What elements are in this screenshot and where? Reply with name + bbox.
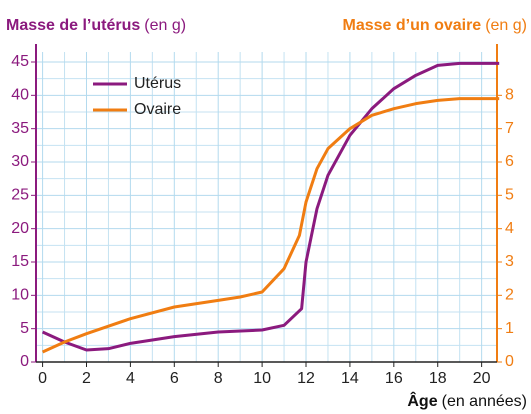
x-tick-label: 0 [38, 370, 47, 387]
x-tick-label: 4 [126, 370, 135, 387]
y-label-unit: (en g) [144, 17, 186, 34]
y-tick-label: 30 [11, 153, 29, 170]
series-line [41, 97, 500, 354]
y2-tick-label: 7 [505, 120, 514, 137]
y2-axis-label: Masse d’un ovaire (en g) [342, 17, 527, 34]
y2-tick-label: 0 [505, 353, 514, 370]
x-tick-label: 2 [82, 370, 91, 387]
x-label-main: Âge [407, 391, 437, 410]
x-tick-label: 10 [253, 370, 271, 387]
legend-label: Utérus [134, 75, 181, 92]
y-tick-label: 0 [20, 353, 29, 370]
x-tick-label: 12 [297, 370, 315, 387]
y2-label-unit: (en g) [485, 17, 527, 34]
y-label-main: Masse de l’utérus [6, 17, 140, 34]
x-tick-label: 8 [214, 370, 223, 387]
y-axis-label: Masse de l’utérus (en g) [6, 17, 186, 34]
y-tick-label: 20 [11, 220, 29, 237]
y2-tick-label: 3 [505, 253, 514, 270]
y2-tick-label: 8 [505, 87, 514, 104]
y2-tick-label: 6 [505, 153, 514, 170]
y-tick-label: 25 [11, 187, 29, 204]
y2-tick-label: 2 [505, 287, 514, 304]
x-label-unit: (en années) [442, 393, 527, 410]
y-tick-label: 35 [11, 120, 29, 137]
x-tick-label: 16 [385, 370, 403, 387]
x-axis-label: Âge (en années) [407, 391, 527, 410]
y-tick-label: 15 [11, 253, 29, 270]
y2-tick-label: 4 [505, 220, 514, 237]
y2-tick-label: 1 [505, 320, 514, 337]
x-tick-label: 14 [341, 370, 359, 387]
y-tick-label: 5 [20, 320, 29, 337]
y2-label-main: Masse d’un ovaire [342, 17, 481, 34]
y-tick-label: 45 [11, 53, 29, 70]
y2-tick-label: 5 [505, 187, 514, 204]
y-tick-label: 40 [11, 87, 29, 104]
x-tick-label: 18 [429, 370, 447, 387]
x-tick-label: 20 [473, 370, 491, 387]
y-tick-label: 10 [11, 287, 29, 304]
series-line [41, 61, 500, 352]
x-tick-label: 6 [170, 370, 179, 387]
legend-label: Ovaire [134, 101, 181, 118]
